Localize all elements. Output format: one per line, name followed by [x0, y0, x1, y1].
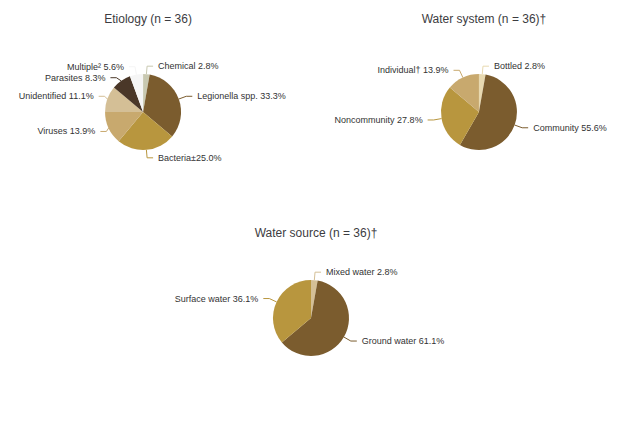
svg-text:Legionella spp. 33.3%: Legionella spp. 33.3% — [197, 91, 286, 101]
svg-text:Mixed water 2.8%: Mixed water 2.8% — [326, 267, 398, 277]
svg-text:Noncommunity 27.8%: Noncommunity 27.8% — [335, 115, 423, 125]
svg-text:Multiple² 5.6%: Multiple² 5.6% — [67, 62, 124, 72]
svg-text:Bacteria±25.0%: Bacteria±25.0% — [158, 153, 221, 163]
svg-text:Water source (n = 36)†: Water source (n = 36)† — [255, 226, 378, 240]
svg-text:Ground water 61.1%: Ground water 61.1% — [362, 336, 445, 346]
svg-text:Surface water 36.1%: Surface water 36.1% — [175, 294, 259, 304]
svg-text:Individual† 13.9%: Individual† 13.9% — [377, 65, 448, 75]
svg-text:Etiology (n = 36): Etiology (n = 36) — [104, 12, 192, 26]
svg-text:Parasites 8.3%: Parasites 8.3% — [45, 73, 106, 83]
svg-text:Viruses 13.9%: Viruses 13.9% — [38, 126, 96, 136]
svg-text:Community 55.6%: Community 55.6% — [533, 123, 607, 133]
svg-text:Chemical 2.8%: Chemical 2.8% — [158, 61, 219, 71]
svg-text:Bottled 2.8%: Bottled 2.8% — [494, 61, 545, 71]
svg-text:Water system (n = 36)†: Water system (n = 36)† — [422, 12, 547, 26]
svg-text:Unidentified 11.1%: Unidentified 11.1% — [19, 91, 94, 101]
